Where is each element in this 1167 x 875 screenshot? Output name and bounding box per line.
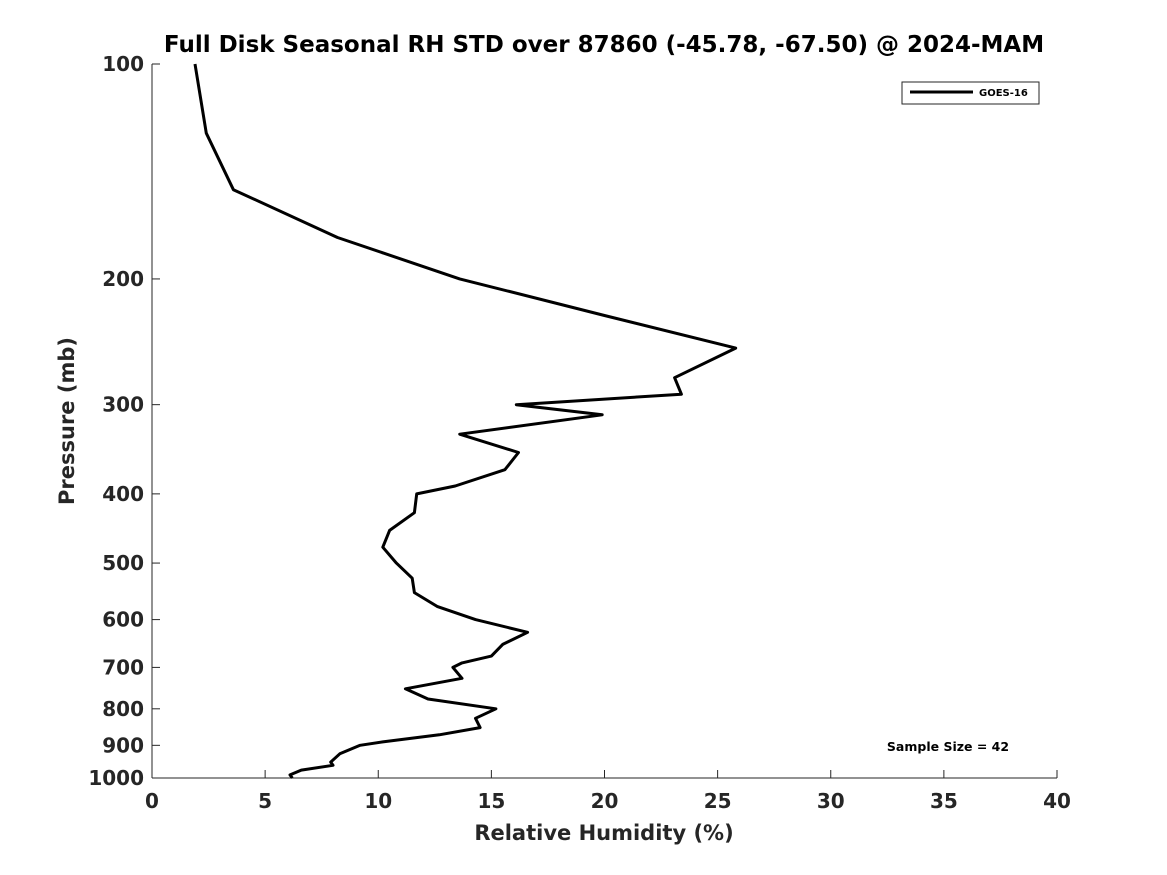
x-tick-label-35: 35 — [930, 789, 958, 813]
y-tick-label-600: 600 — [102, 608, 144, 632]
y-tick-label-700: 700 — [102, 655, 144, 679]
series-line-goes-16 — [193, 63, 738, 779]
x-ticks: 0 5 10 15 20 25 30 35 40 — [145, 770, 1071, 813]
y-tick-label-400: 400 — [102, 482, 144, 506]
y-tick-label-100: 100 — [102, 52, 144, 76]
y-tick-label-300: 300 — [102, 393, 144, 417]
x-tick-label-25: 25 — [704, 789, 732, 813]
x-tick-label-0: 0 — [145, 789, 159, 813]
sample-size-annotation: Sample Size = 42 — [887, 739, 1009, 754]
legend: GOES-16 — [901, 81, 1040, 105]
x-axis-label: Relative Humidity (%) — [474, 821, 733, 845]
y-axis-label: Pressure (mb) — [55, 337, 79, 505]
x-tick-label-5: 5 — [258, 789, 272, 813]
x-tick-label-30: 30 — [817, 789, 845, 813]
y-ticks: 100 200 300 400 500 600 700 800 900 1000 — [88, 52, 160, 790]
chart-title: Full Disk Seasonal RH STD over 87860 (-4… — [164, 32, 1044, 58]
x-tick-label-10: 10 — [364, 789, 392, 813]
legend-label-goes-16: GOES-16 — [979, 88, 1028, 99]
y-tick-label-200: 200 — [102, 267, 144, 291]
x-tick-label-40: 40 — [1043, 789, 1071, 813]
x-tick-label-20: 20 — [591, 789, 619, 813]
y-tick-label-900: 900 — [102, 733, 144, 757]
y-tick-label-500: 500 — [102, 551, 144, 575]
y-tick-label-800: 800 — [102, 697, 144, 721]
x-tick-label-15: 15 — [477, 789, 505, 813]
y-tick-label-1000: 1000 — [88, 766, 144, 790]
